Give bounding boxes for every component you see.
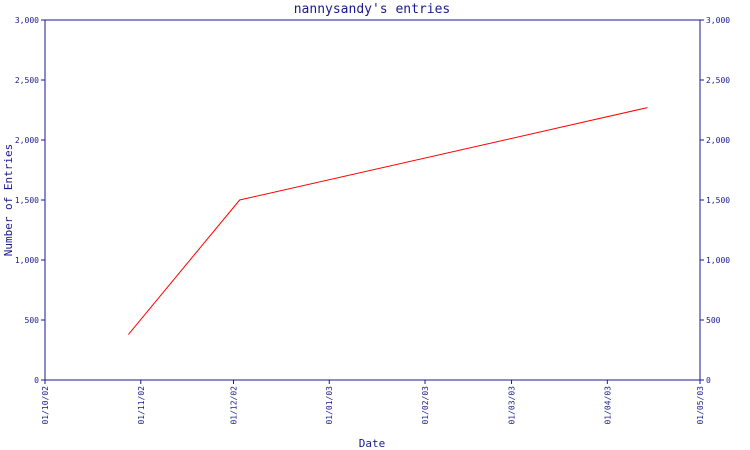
x-axis-label: Date — [359, 437, 386, 450]
y-tick-label-right: 500 — [706, 316, 721, 325]
x-tick-label: 01/05/03 — [696, 386, 705, 425]
y-tick-label-right: 0 — [706, 376, 711, 385]
y-tick-label-right: 3,000 — [706, 16, 730, 25]
x-tick-label: 01/01/03 — [325, 386, 334, 425]
y-tick-label-left: 3,000 — [15, 16, 39, 25]
x-tick-label: 01/11/02 — [137, 386, 146, 425]
y-tick-label-right: 1,000 — [706, 256, 730, 265]
x-tick-label: 01/12/02 — [229, 386, 238, 425]
y-tick-label-left: 1,000 — [15, 256, 39, 265]
plot-area — [44, 19, 701, 381]
y-tick-label-left: 1,500 — [15, 196, 39, 205]
y-tick-label-right: 2,000 — [706, 136, 730, 145]
y-tick-label-left: 2,500 — [15, 76, 39, 85]
x-tick-label: 01/02/03 — [421, 386, 430, 425]
x-tick-label: 01/03/03 — [508, 386, 517, 425]
y-tick-label-left: 2,000 — [15, 136, 39, 145]
y-tick-label-right: 1,500 — [706, 196, 730, 205]
series-line — [128, 107, 648, 335]
y-tick-label-left: 500 — [25, 316, 40, 325]
y-tick-label-right: 2,500 — [706, 76, 730, 85]
series-layer — [128, 107, 648, 335]
chart-title: nannysandy's entries — [294, 2, 451, 17]
x-axis-ticks: 01/10/02 01/11/02 01/12/02 01/01/03 01/02/03… — [41, 380, 705, 425]
y-axis-ticks: 0 0 500 500 1,000 1,000 1,500 1,500 2,000 2,000 2,… — [15, 16, 730, 385]
y-axis-label: Number of Entries — [2, 144, 15, 257]
y-tick-label-left: 0 — [34, 376, 39, 385]
x-tick-label: 01/10/02 — [41, 386, 50, 425]
x-tick-label: 01/04/03 — [603, 386, 612, 425]
